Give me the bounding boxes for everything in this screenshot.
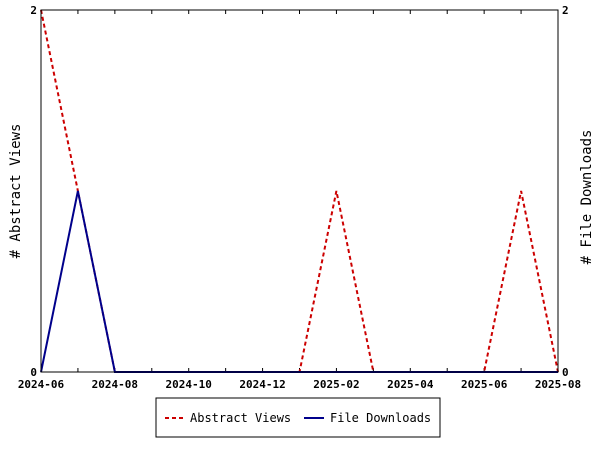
legend: Abstract Views File Downloads — [155, 397, 441, 438]
x-tick-label: 2025-06 — [461, 378, 508, 391]
plot-frame — [40, 9, 559, 373]
x-tick-label: 2024-08 — [92, 378, 138, 391]
y-left-tick-label: 2 — [30, 4, 37, 17]
series-line-file-downloads — [40, 190, 558, 373]
series-line-abstract-views — [40, 9, 559, 373]
x-tick-label: 2025-02 — [313, 378, 359, 391]
legend-label-abstract-views: Abstract Views — [190, 411, 291, 425]
x-tick-label: 2025-08 — [535, 378, 581, 391]
y-axis-right-title: # File Downloads — [579, 130, 595, 265]
y-right-tick-label: 0 — [562, 366, 569, 379]
legend-label-file-downloads: File Downloads — [330, 411, 431, 425]
y-left-tick-label: 0 — [30, 366, 37, 379]
x-tick-label: 2024-06 — [18, 378, 65, 391]
x-tick-label: 2024-10 — [166, 378, 212, 391]
legend-box — [155, 397, 441, 438]
y-axis-left-title: # Abstract Views — [8, 124, 24, 259]
x-tick-label: 2025-04 — [387, 378, 434, 391]
x-tick-label: 2024-12 — [239, 378, 285, 391]
y-right-tick-label: 2 — [562, 4, 569, 17]
